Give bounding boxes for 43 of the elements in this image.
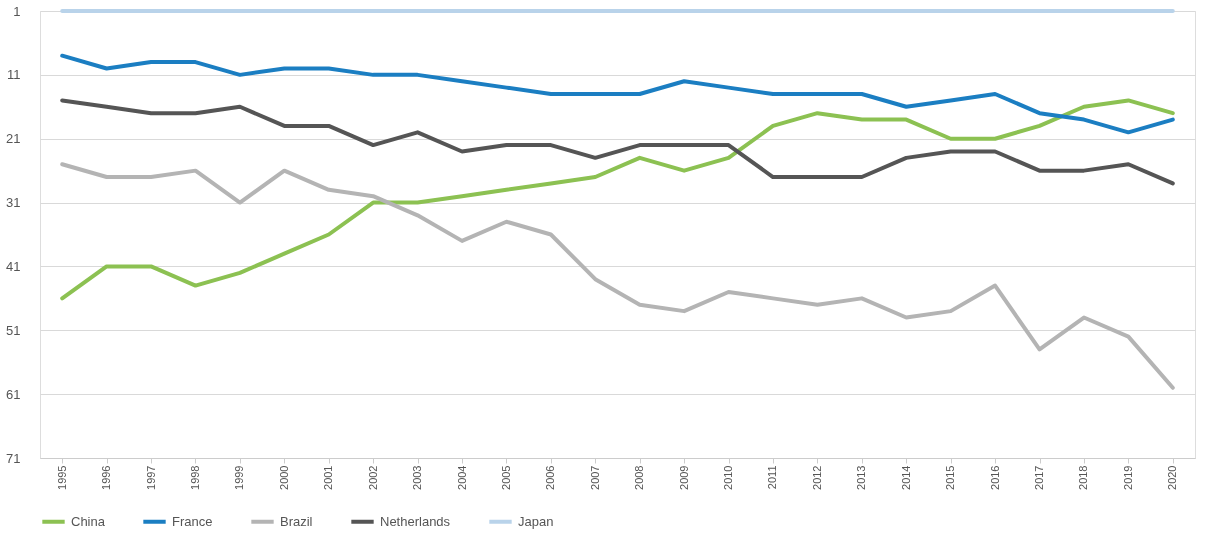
x-tick-label: 2007 [588, 465, 601, 490]
line-series [60, 162, 1175, 390]
line-series [60, 53, 1175, 135]
x-tick-label: 2006 [544, 465, 557, 490]
line-series [60, 98, 1175, 301]
x-tick-label: 2009 [677, 465, 690, 490]
x-tick-label: 2018 [1077, 465, 1090, 490]
x-tick-label: 2010 [722, 465, 735, 490]
line-series [60, 98, 1175, 186]
x-tick-label: 2001 [322, 465, 335, 490]
y-tick-label: 51 [6, 322, 21, 338]
x-tick-label: 2014 [899, 465, 912, 490]
x-tick-label: 2000 [277, 465, 290, 490]
x-tick-label: 1998 [188, 465, 201, 490]
legend-label: Brazil [280, 513, 313, 529]
x-tick-label: 2019 [1121, 465, 1134, 490]
x-tick-label: 2003 [411, 465, 424, 490]
y-tick-label: 11 [7, 67, 21, 83]
x-tick-label: 1995 [55, 465, 68, 490]
legend-label: China [71, 513, 106, 529]
x-tick-label: 2020 [1166, 465, 1179, 490]
x-tick-label: 2013 [855, 465, 868, 490]
x-tick-label: 2008 [633, 465, 646, 490]
x-tick-label: 2017 [1033, 465, 1046, 490]
y-tick-label: 41 [6, 258, 21, 274]
y-tick-label: 31 [6, 195, 21, 211]
x-tick-label: 2004 [455, 465, 468, 490]
x-tick-label: 2002 [366, 465, 379, 490]
y-tick-label: 71 [6, 450, 21, 466]
x-tick-label: 1999 [233, 465, 246, 490]
x-tick-label: 2012 [810, 465, 823, 490]
x-tick-label: 2011 [766, 465, 779, 490]
x-tick-label: 1997 [144, 465, 157, 490]
x-tick-label: 1996 [100, 465, 113, 490]
legend-label: France [172, 513, 213, 529]
x-tick-label: 2015 [944, 465, 957, 490]
y-tick-label: 61 [6, 386, 21, 402]
y-tick-label: 1 [13, 3, 21, 19]
legend-label: Netherlands [380, 513, 451, 529]
x-tick-label: 2005 [499, 465, 512, 490]
y-tick-label: 21 [6, 131, 21, 147]
x-tick-label: 2016 [988, 465, 1001, 490]
legend-label: Japan [518, 513, 554, 529]
